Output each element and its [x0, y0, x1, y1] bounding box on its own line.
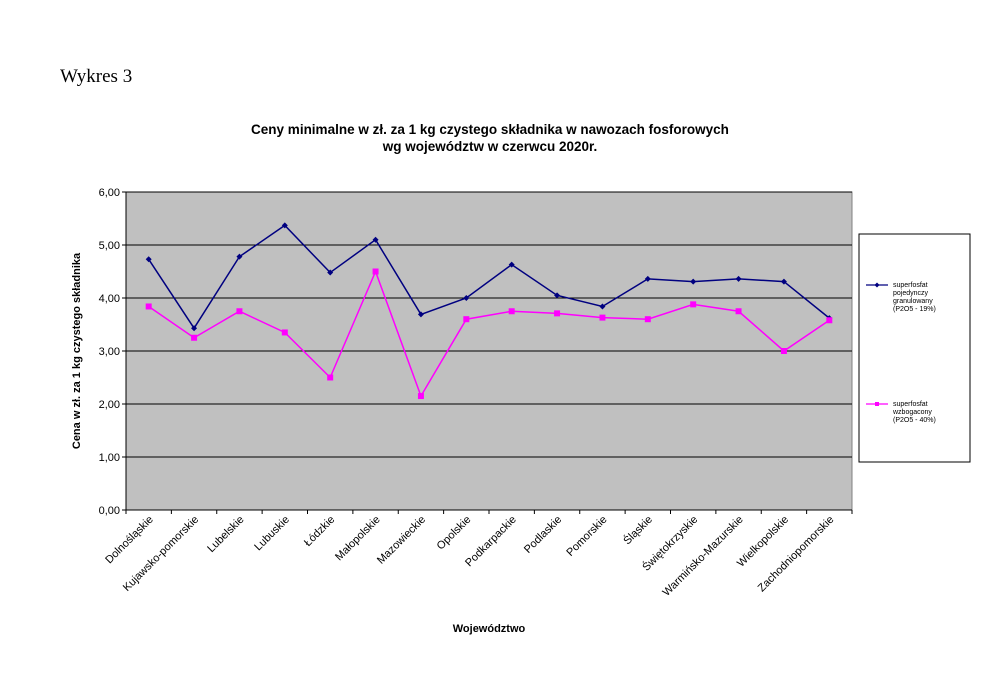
y-tick-label: 1,00	[99, 452, 120, 464]
data-point	[145, 303, 152, 310]
x-tick-label: Zachodniopomorskie	[756, 514, 837, 595]
legend-label: superfosfat	[893, 282, 928, 289]
y-axis-title: Cena w zł. za 1 kg czystego składnika	[71, 252, 83, 449]
data-point	[281, 222, 288, 229]
data-point	[508, 261, 515, 268]
data-point	[191, 334, 198, 341]
data-point	[644, 275, 651, 282]
series-layer	[145, 222, 833, 400]
data-point	[780, 348, 787, 354]
x-tick-label: Podlaskie	[522, 514, 564, 556]
data-point	[417, 311, 424, 318]
legend-label: pojedynczy	[893, 290, 929, 297]
data-point	[191, 325, 198, 332]
y-tick-label: 6,00	[99, 187, 120, 199]
data-point	[417, 393, 424, 400]
data-point	[508, 308, 515, 315]
data-point	[690, 301, 697, 308]
series-1-line	[148, 224, 830, 330]
data-point	[463, 295, 470, 301]
chart-title-line2: wg województw w czerwcu 2020r.	[382, 139, 598, 154]
x-tick-label: Małopolskie	[333, 514, 383, 564]
series-1	[145, 222, 833, 332]
data-point	[145, 256, 152, 263]
series-2-line	[148, 269, 830, 398]
data-point	[735, 275, 742, 282]
grid-lines	[122, 191, 852, 511]
legend-label: superfosfat	[893, 401, 928, 408]
data-point	[554, 310, 561, 317]
data-point	[372, 236, 379, 243]
x-tick-label: Lubuskie	[252, 514, 292, 554]
x-tick-label: Lubelskie	[205, 514, 246, 555]
data-point	[327, 269, 334, 276]
data-point	[236, 253, 243, 260]
x-tick-label: Śląskie	[621, 513, 655, 547]
chart-title: Ceny minimalne w zł. za 1 kg czystego sk…	[190, 121, 790, 155]
page-label: Wykres 3	[60, 66, 133, 87]
x-tick-label: Łódzkie	[302, 514, 337, 549]
y-tick-label: 5,00	[99, 240, 120, 252]
x-tick-label: Kujawsko-pomorskie	[121, 514, 201, 594]
data-point	[599, 303, 606, 310]
chart-title-line1: Ceny minimalne w zł. za 1 kg czystego sk…	[251, 122, 729, 137]
data-point	[599, 314, 606, 321]
data-point	[826, 317, 833, 324]
data-point	[780, 278, 787, 285]
legend-label: wzbogacony	[892, 409, 932, 416]
legend-label: granulowany	[893, 298, 933, 305]
data-point	[644, 316, 651, 323]
legend-label: (P2O5 - 19%)	[893, 306, 936, 313]
x-tick-label: Warmińsko-Mazurskie	[661, 514, 746, 599]
data-point	[735, 308, 742, 315]
x-tick-label: Mazowieckie	[375, 514, 428, 567]
y-tick-label: 0,00	[99, 505, 120, 517]
y-tick-label: 3,00	[99, 346, 120, 358]
data-point	[372, 268, 379, 275]
legend-marker	[874, 282, 880, 288]
data-point	[327, 374, 334, 381]
legend-label: (P2O5 - 40%)	[893, 417, 936, 424]
legend-marker	[875, 402, 879, 406]
data-point	[554, 292, 561, 299]
y-tick-labels: 0,00 1,00 2,00 3,00 4,00 5,00 6,00	[99, 187, 120, 517]
x-tick-label: Pomorskie	[564, 514, 609, 559]
legend-box	[858, 233, 971, 463]
y-tick-label: 4,00	[99, 293, 120, 305]
x-axis-title: Województwo	[453, 623, 526, 635]
data-point	[281, 329, 288, 336]
x-tick-label: Opolskie	[435, 514, 474, 553]
series-2	[145, 268, 833, 400]
data-point	[690, 278, 697, 285]
data-point	[463, 316, 470, 323]
axes	[125, 192, 853, 514]
y-tick-label: 2,00	[99, 399, 120, 411]
data-point	[236, 308, 243, 315]
